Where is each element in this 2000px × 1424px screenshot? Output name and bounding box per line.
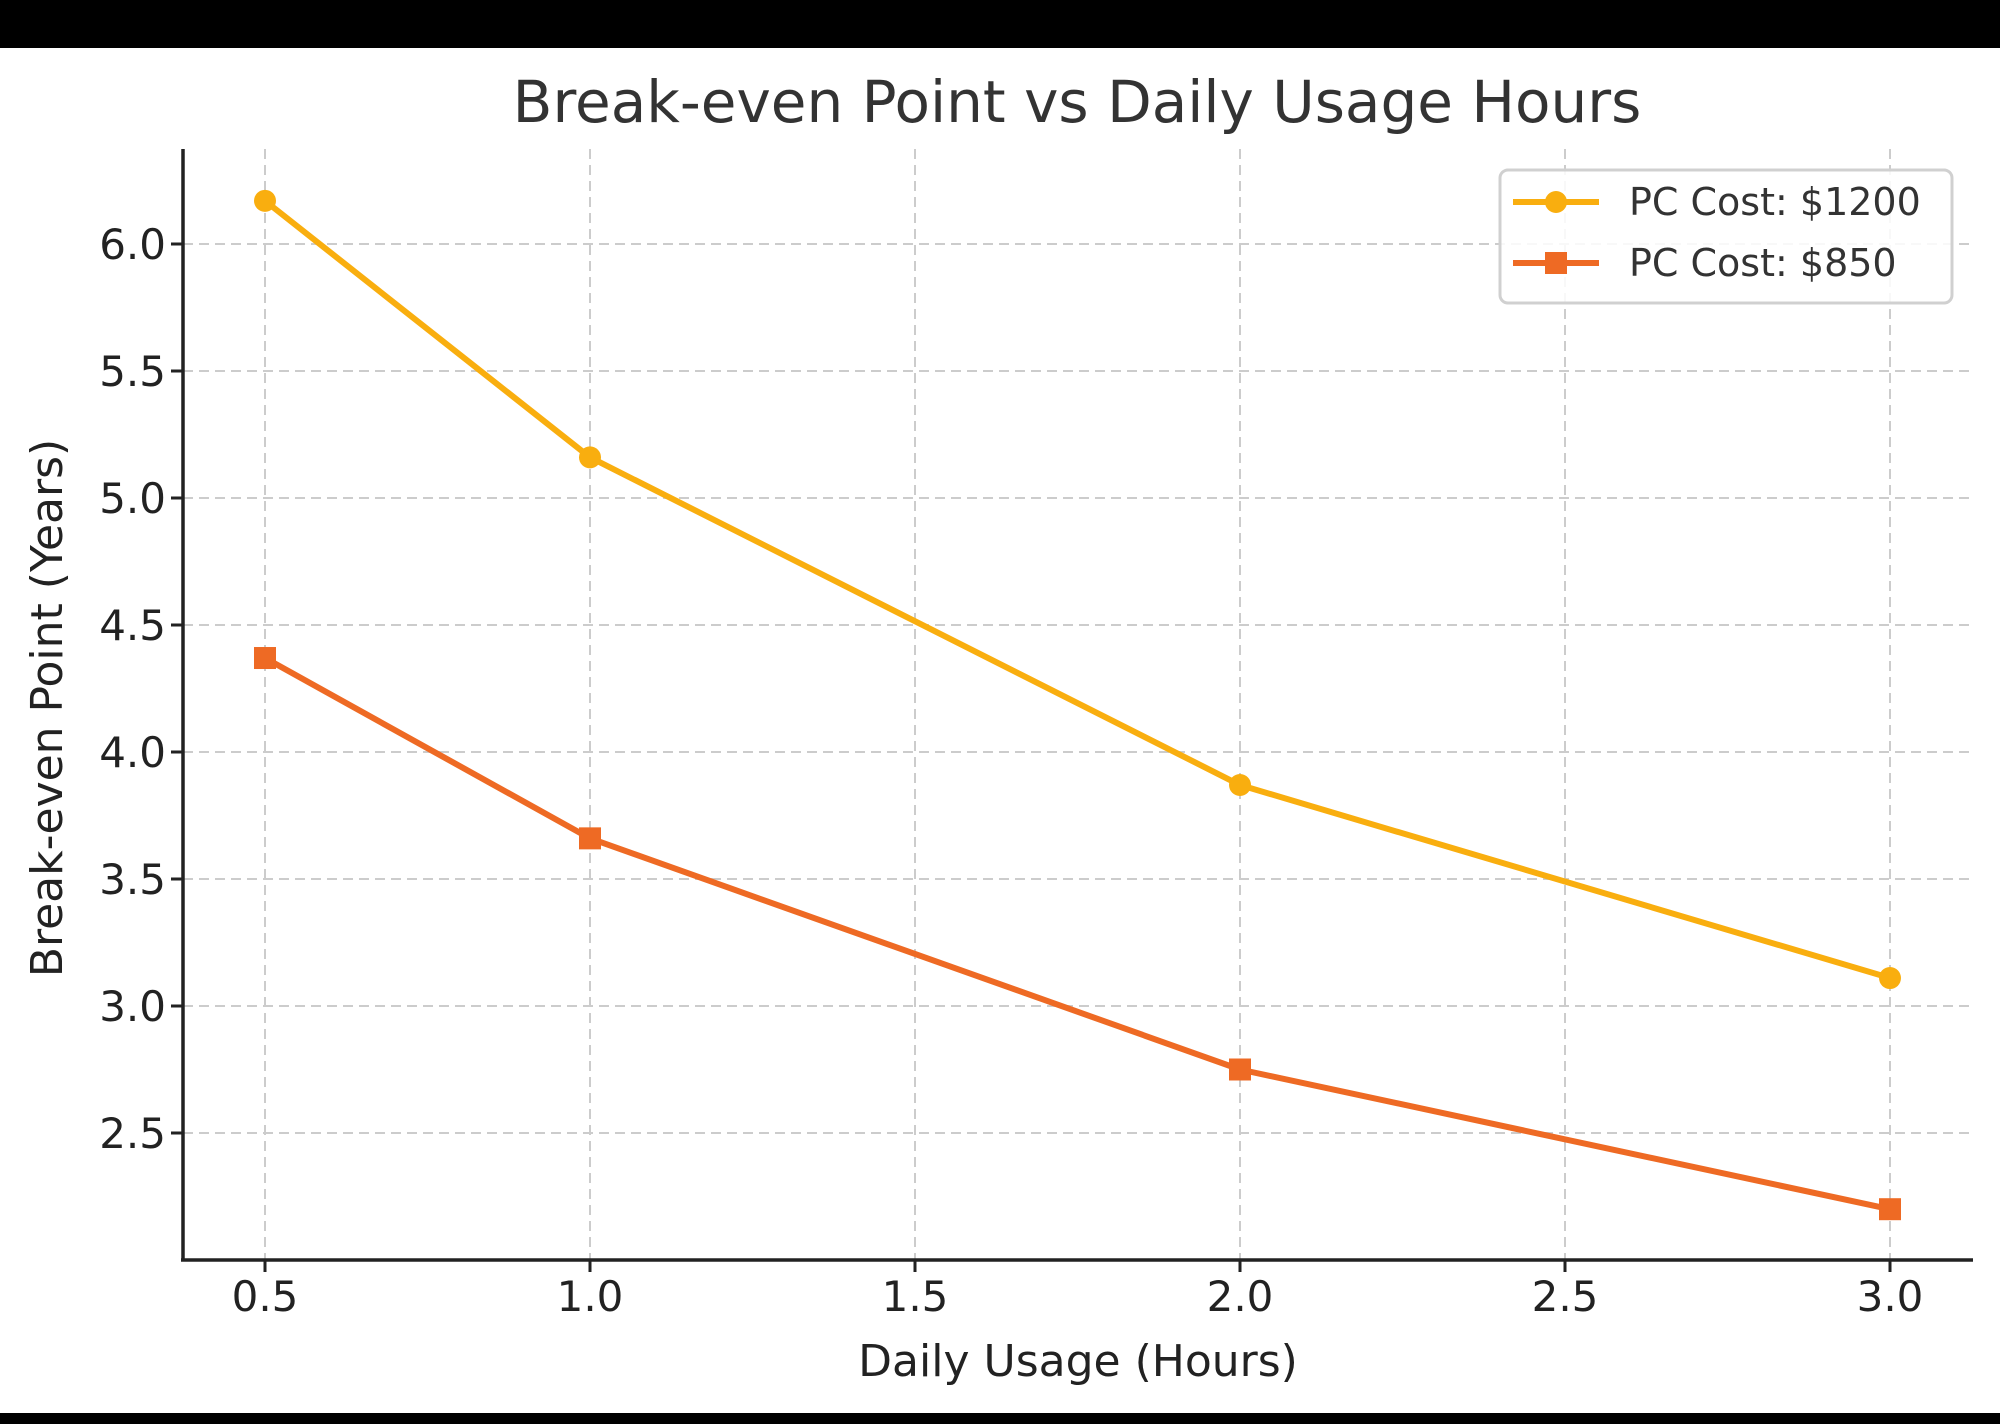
legend-item: PC Cost: $850 (1513, 241, 1897, 285)
axes (181, 149, 1973, 1262)
data-point-square-marker (254, 647, 276, 670)
line-chart: Break-even Point vs Daily Usage Hours 0.… (22, 68, 1973, 1387)
y-axis-ticks: 2.5 3.0 3.5 4.0 4.5 5.0 5.5 6.0 (99, 220, 183, 1158)
y-tick-label: 3.0 (99, 982, 166, 1031)
y-axis-label: Break-even Point (Years) (22, 439, 73, 977)
y-tick-label: 3.5 (99, 855, 166, 904)
y-tick-label: 4.0 (99, 728, 166, 777)
y-tick-label: 5.0 (99, 474, 166, 523)
series-pc-cost-850 (254, 647, 1901, 1221)
y-tick-label: 6.0 (99, 220, 166, 269)
legend: PC Cost: $1200 PC Cost: $850 (1498, 168, 1954, 305)
x-tick-label: 0.5 (232, 1272, 299, 1321)
series-line (263, 198, 1891, 981)
legend-box (1498, 168, 1954, 305)
series-line (263, 655, 1891, 1213)
data-point-circle-marker (254, 189, 276, 212)
series-pc-cost-1200 (254, 189, 1901, 990)
chart-title: Break-even Point vs Daily Usage Hours (513, 68, 1642, 136)
y-tick-label: 2.5 (99, 1109, 166, 1158)
data-point-circle-marker (1229, 774, 1251, 797)
x-tick-label: 3.0 (1857, 1272, 1924, 1321)
y-tick-label: 4.5 (99, 601, 166, 650)
data-point-square-marker (1879, 1198, 1901, 1221)
x-axis-ticks: 0.5 1.0 1.5 2.0 2.5 3.0 (232, 1260, 1924, 1321)
data-point-square-marker (579, 827, 601, 850)
legend-item: PC Cost: $1200 (1513, 180, 1921, 224)
legend-circle-marker-icon (1545, 191, 1567, 213)
x-axis-label: Daily Usage (Hours) (858, 1336, 1298, 1387)
data-point-square-marker (1229, 1058, 1251, 1081)
x-tick-label: 1.5 (882, 1272, 949, 1321)
legend-square-marker-icon (1545, 252, 1567, 274)
x-tick-label: 2.5 (1532, 1272, 1599, 1321)
x-tick-label: 1.0 (557, 1272, 624, 1321)
legend-label: PC Cost: $1200 (1629, 180, 1921, 224)
y-tick-label: 5.5 (99, 347, 166, 396)
chart-canvas: Break-even Point vs Daily Usage Hours 0.… (0, 48, 2000, 1413)
legend-label: PC Cost: $850 (1629, 241, 1897, 285)
data-series (254, 189, 1901, 1221)
data-point-circle-marker (1879, 967, 1901, 990)
x-tick-label: 2.0 (1207, 1272, 1274, 1321)
data-point-circle-marker (579, 446, 601, 469)
